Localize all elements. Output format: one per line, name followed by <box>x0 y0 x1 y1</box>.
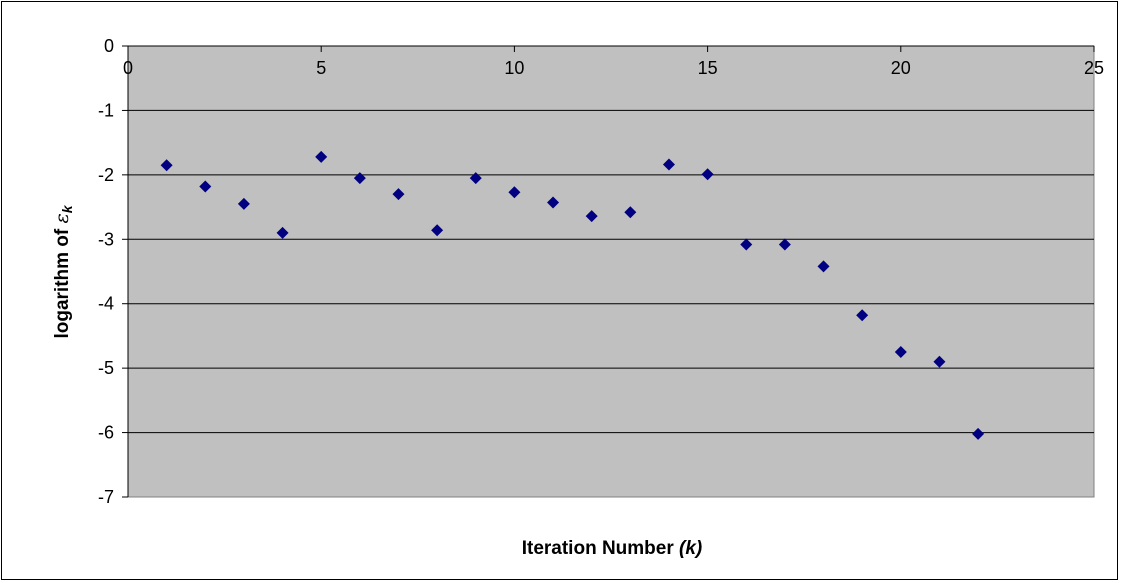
data-point <box>508 186 521 199</box>
y-tick-label: -2 <box>98 165 114 185</box>
data-point <box>701 168 714 181</box>
data-point <box>662 158 675 171</box>
data-point <box>972 427 985 440</box>
data-point <box>431 224 444 237</box>
x-axis-title: Iteration Number (k) <box>522 538 703 559</box>
x-tick-label: 25 <box>1084 58 1104 78</box>
data-point <box>585 210 598 223</box>
y-tick-label: -1 <box>98 100 114 120</box>
data-point <box>237 197 250 210</box>
data-point <box>353 172 366 185</box>
data-point <box>160 159 173 172</box>
x-tick-label: 15 <box>698 58 718 78</box>
y-tick-label: -7 <box>98 487 114 507</box>
data-point <box>392 188 405 201</box>
gridlines <box>128 109 1094 434</box>
data-point <box>817 260 830 273</box>
data-point <box>933 355 946 368</box>
data-points <box>160 150 985 440</box>
x-tick-label: 20 <box>891 58 911 78</box>
y-tick-labels: 0 -1 -2 -3 -4 -5 -6 -7 <box>98 36 114 507</box>
y-axis-title: logarithm of εk <box>51 204 75 338</box>
y-tick-label: -4 <box>98 294 114 314</box>
x-tick-label: 10 <box>504 58 524 78</box>
y-tick-label: -6 <box>98 423 114 443</box>
plot-area <box>127 45 1095 498</box>
y-tick-label: -3 <box>98 229 114 249</box>
data-point <box>624 206 637 219</box>
data-point <box>276 226 289 239</box>
data-point <box>778 238 791 251</box>
data-point <box>199 180 212 193</box>
y-tick-label: -5 <box>98 358 114 378</box>
x-tick-labels: 0 5 10 15 20 25 <box>123 58 1104 78</box>
data-point <box>547 196 560 209</box>
y-tick-label: 0 <box>104 36 114 56</box>
data-point <box>315 150 328 163</box>
data-point <box>469 172 482 185</box>
data-point <box>740 238 753 251</box>
x-tick-label: 5 <box>316 58 326 78</box>
data-point <box>894 346 907 359</box>
data-point <box>856 309 869 322</box>
x-tick-label: 0 <box>123 58 133 78</box>
axes <box>122 45 1095 498</box>
